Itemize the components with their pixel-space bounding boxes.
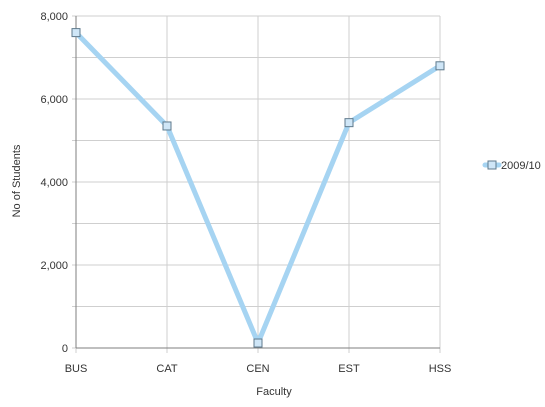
label-layer: Faculty No of Students 0 2,000 4,000 6,000 8… <box>11 11 451 398</box>
data-point-marker[interactable] <box>435 61 445 71</box>
x-tick-label: BUS <box>65 363 88 375</box>
series-layer <box>71 28 445 348</box>
x-tick-label: HSS <box>429 363 452 375</box>
y-tick-label: 0 <box>62 343 68 355</box>
axis-layer <box>75 16 440 349</box>
data-point-marker[interactable] <box>162 121 172 131</box>
x-axis-title: Faculty <box>256 386 292 398</box>
y-tick-label: 8,000 <box>40 11 68 23</box>
x-tick-label: CAT <box>156 363 177 375</box>
data-point-marker[interactable] <box>253 338 263 348</box>
grid-layer <box>72 15 441 353</box>
data-point-marker[interactable] <box>344 118 354 128</box>
x-tick-label: CEN <box>246 363 269 375</box>
legend-entry-label: 2009/10 <box>501 160 541 172</box>
y-tick-label: 6,000 <box>40 94 68 106</box>
y-axis-title: No of Students <box>11 144 23 217</box>
legend-marker-swatch <box>487 160 497 170</box>
legend[interactable]: 2009/10 <box>482 160 541 172</box>
x-tick-label: EST <box>338 363 360 375</box>
y-tick-label: 4,000 <box>40 177 68 189</box>
y-tick-label: 2,000 <box>40 260 68 272</box>
data-point-marker[interactable] <box>71 28 81 38</box>
